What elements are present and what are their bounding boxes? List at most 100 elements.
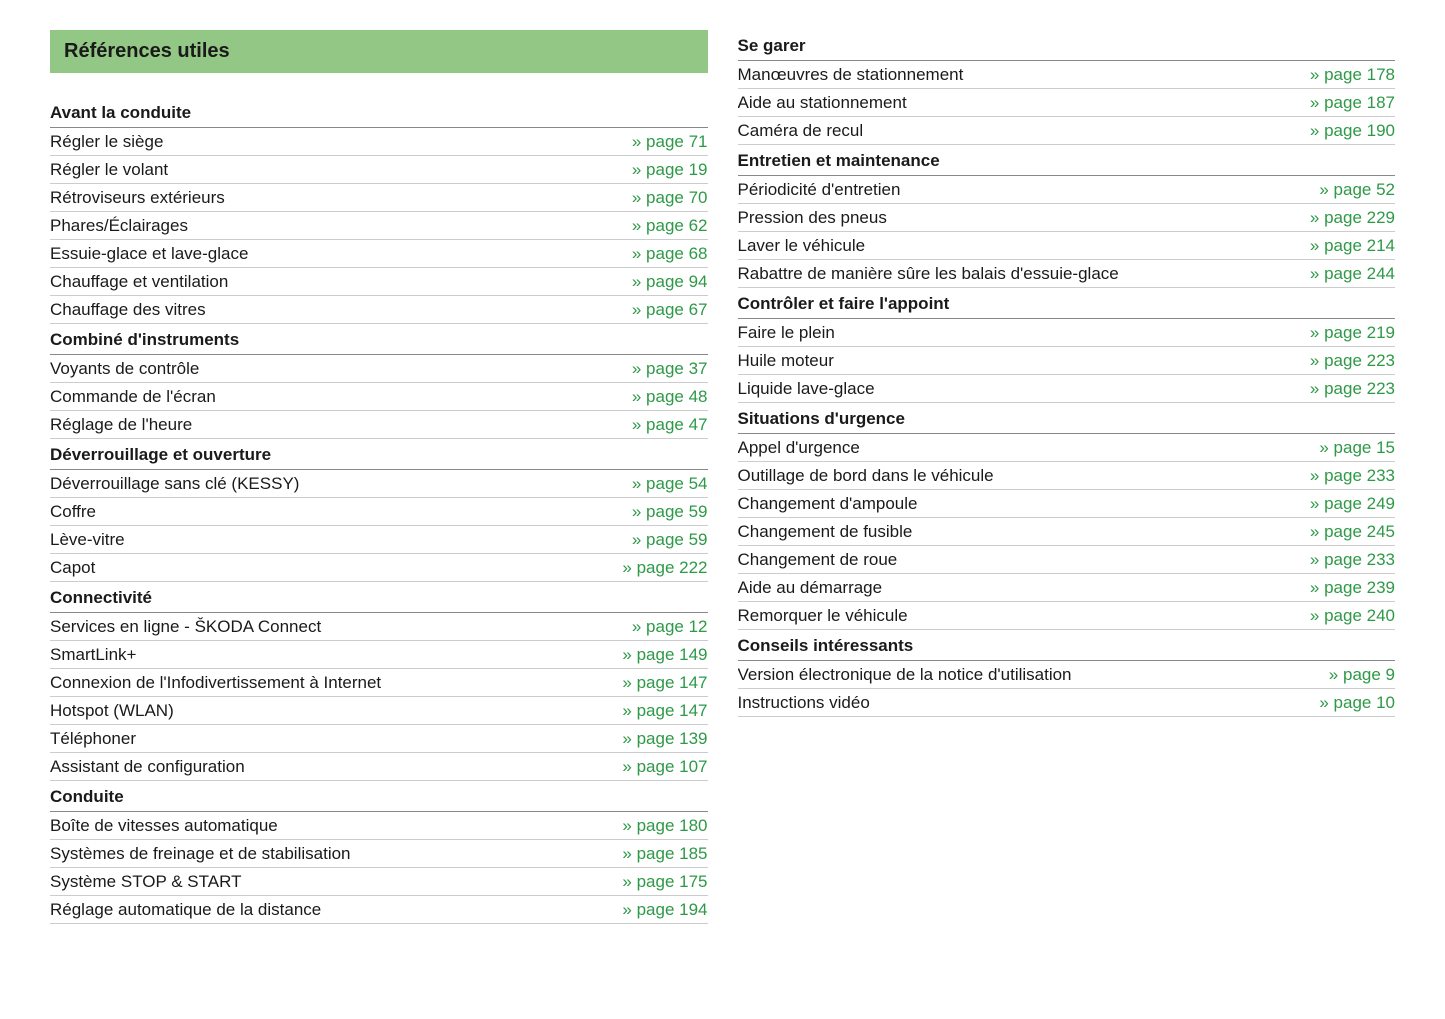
toc-row[interactable]: Coffre» page 59 bbox=[50, 498, 708, 526]
page-link[interactable]: » page 194 bbox=[622, 900, 707, 920]
page-link[interactable]: » page 67 bbox=[632, 300, 708, 320]
page-link[interactable]: » page 214 bbox=[1310, 236, 1395, 256]
toc-row[interactable]: Instructions vidéo» page 10 bbox=[738, 689, 1396, 717]
page-link[interactable]: » page 180 bbox=[622, 816, 707, 836]
page-link[interactable]: » page 107 bbox=[622, 757, 707, 777]
page-ref-text: page 15 bbox=[1329, 438, 1395, 457]
toc-row[interactable]: Remorquer le véhicule» page 240 bbox=[738, 602, 1396, 630]
page-link[interactable]: » page 147 bbox=[622, 673, 707, 693]
page-link[interactable]: » page 52 bbox=[1319, 180, 1395, 200]
section-header: Conduite bbox=[50, 781, 708, 812]
toc-row[interactable]: Systèmes de freinage et de stabilisation… bbox=[50, 840, 708, 868]
page-link[interactable]: » page 185 bbox=[622, 844, 707, 864]
chevron-right-icon: » bbox=[1310, 578, 1317, 597]
page-link[interactable]: » page 62 bbox=[632, 216, 708, 236]
toc-row[interactable]: Aide au stationnement» page 187 bbox=[738, 89, 1396, 117]
toc-row[interactable]: Pression des pneus» page 229 bbox=[738, 204, 1396, 232]
toc-row[interactable]: Périodicité d'entretien» page 52 bbox=[738, 176, 1396, 204]
page-link[interactable]: » page 70 bbox=[632, 188, 708, 208]
toc-row[interactable]: Rabattre de manière sûre les balais d'es… bbox=[738, 260, 1396, 288]
toc-row[interactable]: Chauffage des vitres» page 67 bbox=[50, 296, 708, 324]
toc-row[interactable]: Régler le volant » page 19 bbox=[50, 156, 708, 184]
page-link[interactable]: » page 71 bbox=[632, 132, 708, 152]
toc-row[interactable]: Liquide lave-glace » page 223 bbox=[738, 375, 1396, 403]
page-link[interactable]: » page 187 bbox=[1310, 93, 1395, 113]
page-link[interactable]: » page 37 bbox=[632, 359, 708, 379]
page-link[interactable]: » page 190 bbox=[1310, 121, 1395, 141]
page-link[interactable]: » page 68 bbox=[632, 244, 708, 264]
page-link[interactable]: » page 240 bbox=[1310, 606, 1395, 626]
page-link[interactable]: » page 245 bbox=[1310, 522, 1395, 542]
toc-label: Régler le volant bbox=[50, 160, 622, 180]
toc-row[interactable]: Système STOP & START» page 175 bbox=[50, 868, 708, 896]
toc-row[interactable]: Boîte de vitesses automatique» page 180 bbox=[50, 812, 708, 840]
toc-row[interactable]: Essuie-glace et lave-glace» page 68 bbox=[50, 240, 708, 268]
toc-row[interactable]: Déverrouillage sans clé (KESSY)» page 54 bbox=[50, 470, 708, 498]
page-link[interactable]: » page 175 bbox=[622, 872, 707, 892]
toc-row[interactable]: Version électronique de la notice d'util… bbox=[738, 661, 1396, 689]
toc-row[interactable]: Téléphoner» page 139 bbox=[50, 725, 708, 753]
toc-row[interactable]: Outillage de bord dans le véhicule» page… bbox=[738, 462, 1396, 490]
page-ref-text: page 52 bbox=[1329, 180, 1395, 199]
page-link[interactable]: » page 12 bbox=[632, 617, 708, 637]
page-link[interactable]: » page 9 bbox=[1329, 665, 1395, 685]
page-link[interactable]: » page 239 bbox=[1310, 578, 1395, 598]
toc-row[interactable]: Services en ligne - ŠKODA Connect» page … bbox=[50, 613, 708, 641]
page-link[interactable]: » page 59 bbox=[632, 502, 708, 522]
page-link[interactable]: » page 48 bbox=[632, 387, 708, 407]
page-link[interactable]: » page 10 bbox=[1319, 693, 1395, 713]
page-link[interactable]: » page 222 bbox=[622, 558, 707, 578]
page-link[interactable]: » page 249 bbox=[1310, 494, 1395, 514]
page-link[interactable]: » page 229 bbox=[1310, 208, 1395, 228]
toc-row[interactable]: Voyants de contrôle» page 37 bbox=[50, 355, 708, 383]
toc-row[interactable]: Changement de roue» page 233 bbox=[738, 546, 1396, 574]
page-link[interactable]: » page 178 bbox=[1310, 65, 1395, 85]
page-ref-text: page 187 bbox=[1319, 93, 1395, 112]
toc-row[interactable]: Assistant de configuration» page 107 bbox=[50, 753, 708, 781]
page-link[interactable]: » page 54 bbox=[632, 474, 708, 494]
page-link[interactable]: » page 59 bbox=[632, 530, 708, 550]
toc-row[interactable]: SmartLink+» page 149 bbox=[50, 641, 708, 669]
page-link[interactable]: » page 233 bbox=[1310, 466, 1395, 486]
page-link[interactable]: » page 147 bbox=[622, 701, 707, 721]
page-ref-text: page 37 bbox=[641, 359, 707, 378]
toc-label: Liquide lave-glace bbox=[738, 379, 1300, 399]
toc-row[interactable]: Huile moteur» page 223 bbox=[738, 347, 1396, 375]
toc-row[interactable]: Capot» page 222 bbox=[50, 554, 708, 582]
toc-row[interactable]: Hotspot (WLAN)» page 147 bbox=[50, 697, 708, 725]
page-link[interactable]: » page 149 bbox=[622, 645, 707, 665]
page-ref-text: page 71 bbox=[641, 132, 707, 151]
page-link[interactable]: » page 223 bbox=[1310, 379, 1395, 399]
toc-row[interactable]: Changement d'ampoule» page 249 bbox=[738, 490, 1396, 518]
page-link[interactable]: » page 15 bbox=[1319, 438, 1395, 458]
toc-row[interactable]: Chauffage et ventilation» page 94 bbox=[50, 268, 708, 296]
toc-row[interactable]: Changement de fusible» page 245 bbox=[738, 518, 1396, 546]
page-link[interactable]: » page 233 bbox=[1310, 550, 1395, 570]
toc-row[interactable]: Connexion de l'Infodivertissement à Inte… bbox=[50, 669, 708, 697]
toc-row[interactable]: Aide au démarrage» page 239 bbox=[738, 574, 1396, 602]
toc-row[interactable]: Caméra de recul» page 190 bbox=[738, 117, 1396, 145]
toc-row[interactable]: Faire le plein» page 219 bbox=[738, 319, 1396, 347]
toc-row[interactable]: Manœuvres de stationnement» page 178 bbox=[738, 61, 1396, 89]
page-link[interactable]: » page 223 bbox=[1310, 351, 1395, 371]
toc-row[interactable]: Appel d'urgence» page 15 bbox=[738, 434, 1396, 462]
toc-row[interactable]: Réglage de l'heure» page 47 bbox=[50, 411, 708, 439]
page-link[interactable]: » page 19 bbox=[632, 160, 708, 180]
toc-row[interactable]: Réglage automatique de la distance» page… bbox=[50, 896, 708, 924]
chevron-right-icon: » bbox=[632, 300, 639, 319]
toc-row[interactable]: Laver le véhicule» page 214 bbox=[738, 232, 1396, 260]
toc-row[interactable]: Commande de l'écran» page 48 bbox=[50, 383, 708, 411]
toc-row[interactable]: Régler le siège» page 71 bbox=[50, 128, 708, 156]
page-ref-text: page 223 bbox=[1319, 351, 1395, 370]
toc-row[interactable]: Phares/Éclairages» page 62 bbox=[50, 212, 708, 240]
page-link[interactable]: » page 94 bbox=[632, 272, 708, 292]
page-link[interactable]: » page 139 bbox=[622, 729, 707, 749]
page-link[interactable]: » page 219 bbox=[1310, 323, 1395, 343]
chevron-right-icon: » bbox=[622, 673, 629, 692]
page-link[interactable]: » page 244 bbox=[1310, 264, 1395, 284]
toc-row[interactable]: Lève-vitre» page 59 bbox=[50, 526, 708, 554]
page-ref-text: page 249 bbox=[1319, 494, 1395, 513]
page-link[interactable]: » page 47 bbox=[632, 415, 708, 435]
toc-row[interactable]: Rétroviseurs extérieurs» page 70 bbox=[50, 184, 708, 212]
section-header: Avant la conduite bbox=[50, 97, 708, 128]
